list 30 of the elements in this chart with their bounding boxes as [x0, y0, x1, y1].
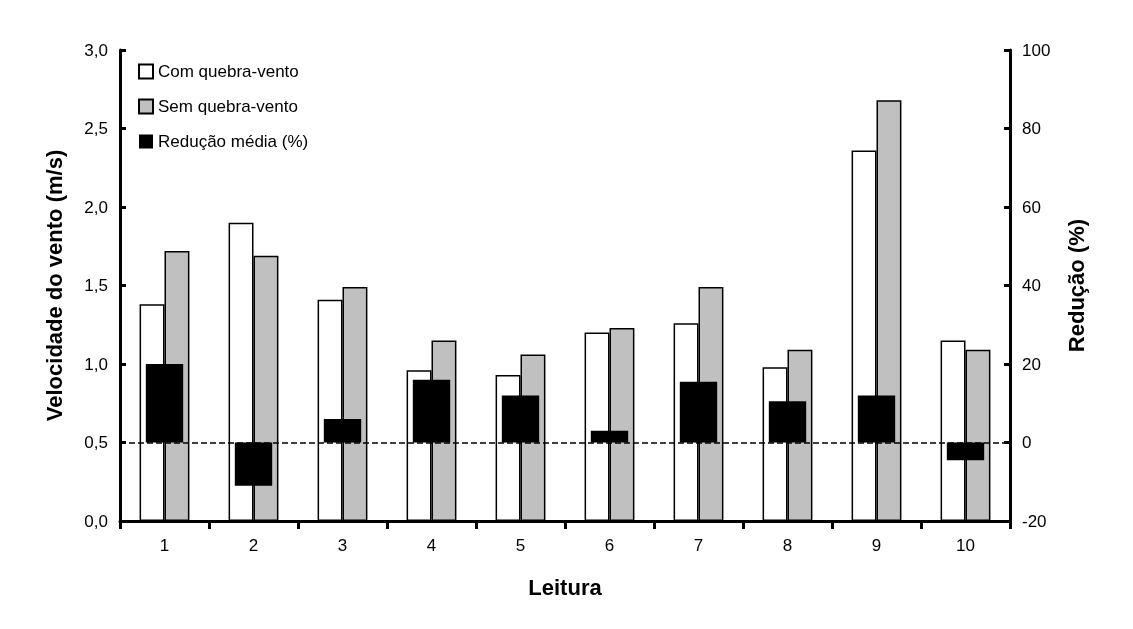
- legend-label: Sem quebra-vento: [158, 97, 298, 116]
- x-tick-label: 10: [956, 536, 975, 555]
- y-tick-label: 2,0: [84, 197, 108, 217]
- y2-tick-label: 100: [1022, 40, 1051, 60]
- x-tick-label: 7: [693, 536, 704, 555]
- y-tick-label: 0,0: [84, 511, 108, 531]
- y2-tick-label: 40: [1022, 276, 1041, 295]
- x-tick-label: 9: [871, 536, 882, 555]
- x-axis-title: Leitura: [528, 574, 603, 600]
- y2-tick-label: 60: [1022, 197, 1041, 217]
- y2-tick-label: -20: [1022, 511, 1047, 531]
- y-axis-title: Velocidade do vento (m/s): [41, 149, 67, 422]
- legend-label: Com quebra-vento: [158, 62, 299, 81]
- y-tick-label: 1,5: [84, 276, 108, 295]
- x-tick-label: 8: [782, 536, 793, 555]
- x-tick-label: 5: [515, 536, 526, 555]
- y-tick-label: 1,0: [84, 354, 108, 374]
- y2-axis-title: Redução (%): [1063, 218, 1089, 353]
- x-tick-label: 2: [248, 536, 259, 555]
- y-tick-label: 2,5: [84, 119, 108, 138]
- y2-tick-label: 0: [1022, 433, 1032, 452]
- x-tick-label: 4: [426, 536, 437, 555]
- legend-label: Redução média (%): [158, 132, 309, 151]
- x-tick-label: 3: [337, 536, 348, 555]
- y-tick-label: 0,5: [84, 433, 108, 452]
- y2-tick-label: 80: [1022, 119, 1041, 138]
- y2-tick-label: 20: [1022, 354, 1041, 374]
- x-tick-label: 6: [604, 536, 615, 555]
- y-tick-label: 3,0: [84, 40, 108, 60]
- x-tick-label: 1: [159, 536, 170, 555]
